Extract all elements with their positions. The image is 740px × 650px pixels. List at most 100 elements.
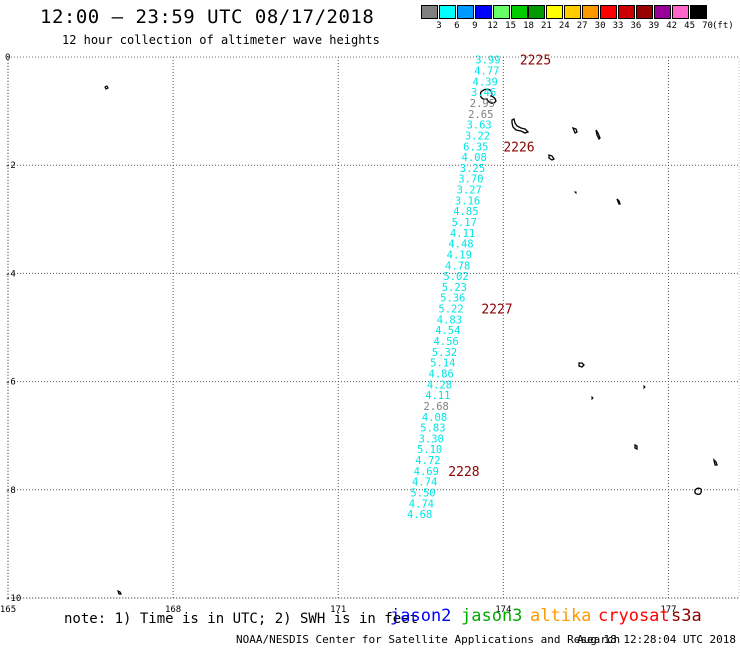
swh-value-labels: 3.994.774.393.462.952.653.633.226.354.08… [407, 55, 501, 521]
legend-swatch [689, 5, 707, 19]
swh-value-label: 5.32 [432, 347, 457, 359]
legend-swatch [635, 5, 653, 19]
legend-swatch [653, 5, 671, 19]
island-shape [571, 126, 578, 134]
swh-value-label: 5.36 [440, 293, 465, 305]
longitude-tick-label: 171 [330, 605, 346, 615]
swh-value-label: 6.35 [463, 141, 488, 153]
swh-value-label: 5.17 [452, 217, 477, 229]
swh-value-label: 3.30 [419, 433, 444, 445]
pass-time-label: 2228 [448, 465, 479, 480]
island-shape [573, 191, 577, 195]
legend-swatch [421, 5, 438, 19]
swh-value-label: 5.22 [438, 304, 463, 316]
legend-swatch [456, 5, 474, 19]
swh-value-label: 4.83 [437, 314, 462, 326]
swh-value-label: 4.08 [422, 412, 447, 424]
generated-timestamp: Aug 18 12:28:04 UTC 2018 [577, 633, 736, 646]
pass-time-label: 2225 [520, 54, 551, 69]
legend-label: 33 [612, 21, 624, 31]
units-note: note: 1) Time is in UTC; 2) SWH is in fe… [64, 611, 419, 627]
pass-time-label: 2227 [481, 303, 512, 318]
swh-value-label: 4.11 [425, 390, 450, 402]
latitude-tick-label: -4 [5, 269, 16, 279]
land-features [104, 85, 718, 595]
latitude-tick-label: -10 [5, 594, 21, 604]
swh-value-label: 5.14 [430, 358, 455, 370]
legend-label: 18 [523, 21, 534, 31]
latitude-tick-label: -8 [5, 486, 16, 496]
swh-value-label: 4.68 [407, 509, 432, 521]
island-shape [511, 118, 530, 134]
page-subtitle: 12 hour collection of altimeter wave hei… [62, 33, 380, 47]
island-shape [548, 154, 555, 161]
island-shape [712, 458, 718, 466]
legend-label: 70 [702, 21, 713, 31]
legend-swatch [510, 5, 528, 19]
legend-swatch [564, 5, 582, 19]
swh-value-label: 4.48 [448, 239, 473, 251]
swh-value-label: 3.99 [475, 55, 500, 67]
satellite-name: cryosat [598, 606, 670, 626]
swh-value-label: 4.28 [427, 379, 452, 391]
swh-value-label: 5.02 [443, 271, 468, 283]
legend-label: 9 [472, 21, 478, 31]
legend-label: 24 [558, 21, 570, 31]
island-shape [104, 85, 109, 90]
latitude-tick-label: -6 [5, 378, 16, 388]
swh-value-label: 2.68 [424, 401, 449, 413]
swh-value-label: 4.54 [435, 325, 460, 337]
latitude-tick-label: 0 [5, 53, 10, 63]
page-title: 12:00 – 23:59 UTC 08/17/2018 [40, 6, 375, 28]
legend-swatch [438, 5, 456, 19]
satellite-name: jason2 [390, 606, 452, 626]
legend-label: 36 [630, 21, 642, 31]
swh-value-label: 5.23 [442, 282, 467, 294]
swh-value-label: 4.78 [445, 260, 470, 272]
swh-value-label: 3.70 [458, 174, 483, 186]
swh-value-label: 2.95 [470, 98, 495, 110]
longitude-tick-label: 165 [0, 605, 16, 615]
swh-value-label: 4.74 [412, 477, 437, 489]
island-shape [616, 198, 621, 205]
swh-value-label: 3.63 [466, 120, 491, 132]
satellite-name: jason3 [461, 606, 523, 626]
swh-value-label: 4.08 [462, 152, 487, 164]
island-shape [634, 443, 638, 451]
island-shape [595, 129, 601, 141]
swh-value-label: 3.27 [457, 185, 482, 197]
legend-label: 39 [648, 21, 660, 31]
swh-value-label: 4.11 [450, 228, 475, 240]
island-shape [479, 88, 497, 104]
legend-label: 3 [436, 21, 442, 31]
longitude-tick-label: 174 [495, 605, 511, 615]
legend-label: 21 [540, 21, 552, 31]
plot-frame [7, 56, 740, 599]
credit-line: NOAA/NESDIS Center for Satellite Applica… [236, 633, 621, 646]
swh-value-label: 5.83 [420, 423, 445, 435]
swh-value-label: 5.10 [417, 444, 442, 456]
legend-swatch [582, 5, 600, 19]
legend-swatch [474, 5, 492, 19]
island-shape [116, 589, 122, 595]
time-labels: 2225 2226 2227 2228 [448, 54, 551, 480]
legend-label: 27 [576, 21, 588, 31]
swh-value-label: 5.50 [410, 488, 435, 500]
swh-value-label: 4.56 [433, 336, 458, 348]
pass-time-label: 2226 [503, 140, 534, 155]
swh-value-label: 4.77 [474, 66, 499, 78]
map-grid: 165 168 171 174 177 0 -2 -4 -6 -8 -10 [0, 53, 740, 615]
legend-swatch [600, 5, 617, 19]
swh-value-label: 4.69 [414, 466, 439, 478]
legend-swatch [546, 5, 564, 19]
legend-label: 42 [666, 21, 678, 31]
legend-label: 30 [594, 21, 606, 31]
swh-value-label: 4.86 [429, 368, 454, 380]
island-shape [694, 487, 702, 495]
swh-value-label: 4.72 [415, 455, 440, 467]
legend-label: 15 [505, 21, 517, 31]
latitude-tick-label: -2 [5, 161, 16, 171]
swh-value-label: 4.85 [453, 206, 478, 218]
